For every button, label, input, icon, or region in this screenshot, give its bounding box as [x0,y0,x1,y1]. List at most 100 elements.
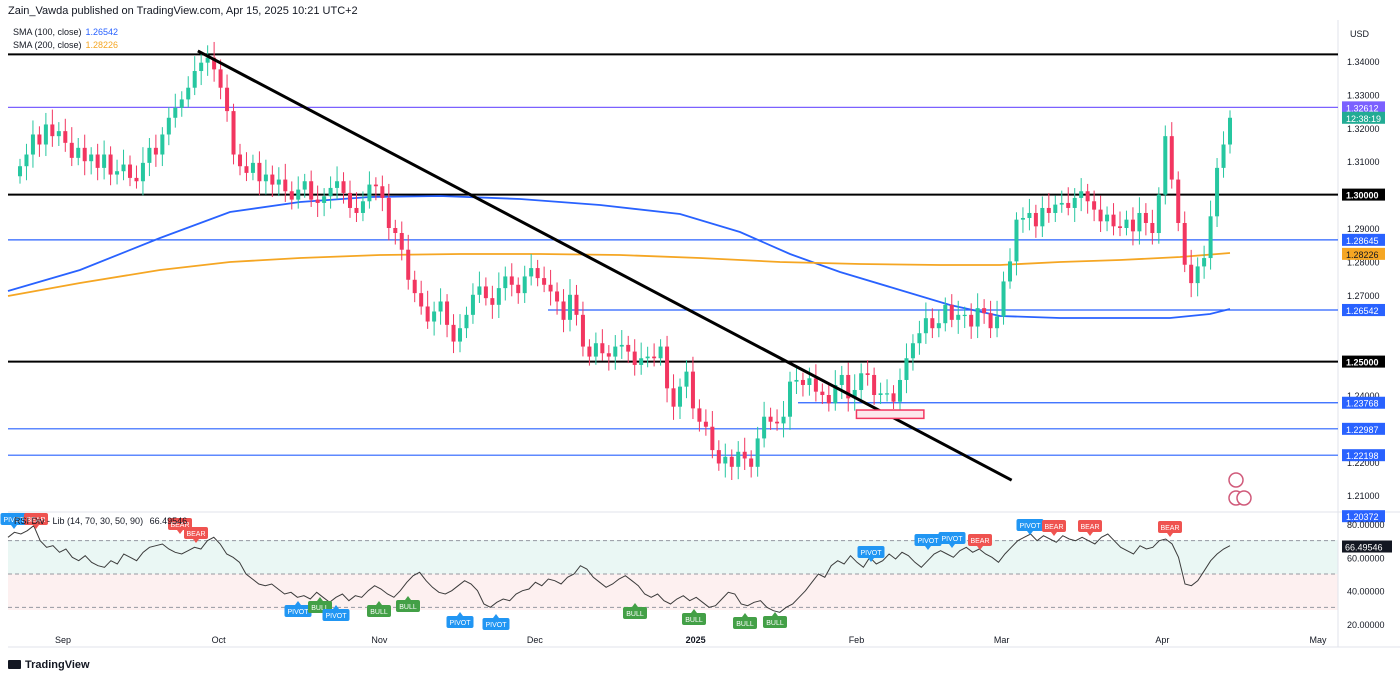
candle-body [102,154,107,168]
candle-body [710,426,715,451]
rsi-tick-label: 80.00000 [1347,520,1385,530]
rsi-signal-pivot-bg [857,546,885,558]
candle-body [1195,266,1200,284]
rsi-signal-bear-label: BEAR [186,531,205,538]
candle-body [716,450,721,464]
candle-body [192,71,197,88]
candle-body [250,162,255,173]
rsi-signal-pointer [33,525,39,529]
candle-body [567,294,573,320]
candle-body [425,306,430,322]
candle-body [1033,212,1038,227]
rsi-signal-bear-label: BEAR [970,538,989,545]
candle-body [606,353,611,357]
candle-body [1169,136,1174,180]
sma200-legend[interactable]: SMA (200, close) 1.28226 [13,40,118,50]
candle-body [703,421,708,427]
candle-body [794,379,799,382]
candle-body [1046,207,1051,213]
candle-body [17,166,23,177]
price-tick-label: 1.22000 [1347,458,1380,468]
rsi-signal-bull-bg [367,605,391,617]
candle-body [1163,136,1168,195]
candle-body [632,351,637,365]
candle-body [949,304,954,320]
candle-body [1215,167,1220,217]
candle-body [237,154,243,167]
candle-body [807,378,812,385]
rsi-signal-bull-label: BULL [399,604,417,611]
candle-body [315,199,320,203]
candle-body [477,286,482,295]
candle-body [865,373,870,375]
us-flag-icon [1236,490,1252,506]
candle-body [969,314,974,327]
candle-body [1176,179,1181,223]
candle-body [1156,194,1161,234]
candle-body [380,186,385,198]
rsi-upper-zone [8,540,1338,574]
price-tag-label: 1.22987 [1346,425,1379,435]
candle-body [988,313,993,329]
rsi-signal-pointer [772,612,778,616]
rsi-signal-bull-label: BULL [766,620,784,627]
candle-body [723,456,728,464]
candle-body [212,57,217,70]
candle-body [904,358,909,380]
candle-body [1182,222,1187,265]
sma200-line [7,252,1231,297]
sma100-value: 1.26542 [85,27,119,37]
price-tag-label: 1.22198 [1346,451,1379,461]
candle-body [839,374,844,385]
candle-body [619,344,624,347]
price-tag-label: 1.30000 [1346,191,1379,201]
candle-body [697,408,702,422]
candle-body [1105,214,1110,222]
candle-body [1117,226,1123,228]
candle-body [1227,117,1233,145]
rsi-legend[interactable]: RSI Div - Lib (14, 70, 30, 50, 90) 66.49… [14,516,187,526]
candle-body [593,343,598,357]
candle-body [166,117,171,135]
candle-body [153,147,158,155]
rsi-signal-pointer [11,525,17,529]
candle-body [503,276,508,289]
candle-body [399,233,404,250]
rsi-lower-zone [8,574,1338,610]
candle-body [147,147,152,163]
rsi-signal-pivot-bg [322,609,350,621]
rsi-signal-pivot-bg [938,532,966,544]
candle-body [1066,202,1071,208]
price-tick-label: 1.28000 [1347,257,1380,267]
candle-body [529,268,534,277]
candle-body [690,371,695,409]
candle-body [186,87,191,100]
candle-body [1137,212,1142,232]
candle-body [1111,214,1116,227]
time-tick-label: Feb [849,635,865,645]
candle-body [270,174,275,185]
candle-body [95,154,100,168]
candle-body [1189,264,1194,284]
candle-body [1202,258,1207,267]
price-tick-label: 1.24000 [1347,391,1380,401]
publisher-line: Zain_Vawda published on TradingView.com,… [8,5,358,17]
price-tag-label: 1.23768 [1346,399,1379,409]
candle-body [289,191,294,200]
last-price-tag-label: 12:38:19 [1346,114,1381,124]
rsi-signal-pointer [457,612,463,616]
candle-body [1079,191,1084,198]
sma100-legend[interactable]: SMA (100, close) 1.26542 [13,27,118,37]
tradingview-brand[interactable]: TradingView [8,659,90,671]
time-tick-label: Nov [371,635,388,645]
candle-body [1130,219,1135,232]
candle-body [859,373,864,390]
candle-body [115,171,120,175]
rsi-line [7,524,1231,613]
rsi-signal-pointer [1027,531,1033,535]
candle-body [56,131,61,137]
rsi-signal-pivot-label: PIVOT [449,620,471,627]
candle-body [982,308,987,314]
